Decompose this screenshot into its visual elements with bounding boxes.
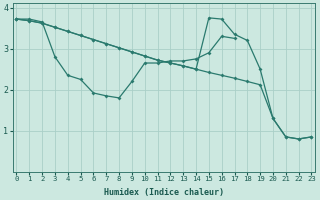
- X-axis label: Humidex (Indice chaleur): Humidex (Indice chaleur): [104, 188, 224, 197]
